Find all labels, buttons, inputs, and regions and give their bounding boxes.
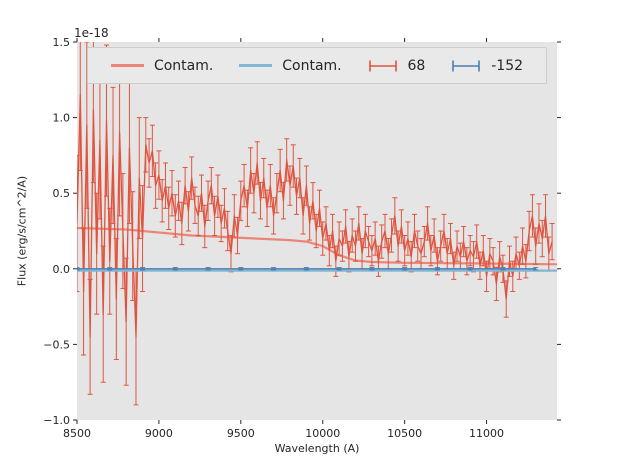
legend-item-contam-blue: Contam. xyxy=(239,57,342,74)
y-tick-label: −0.5 xyxy=(43,338,70,351)
x-tick-label: 9000 xyxy=(145,427,173,440)
legend-label: Contam. xyxy=(282,57,342,74)
legend-item-contam-red: Contam. xyxy=(110,57,214,74)
series--152 xyxy=(77,267,539,271)
x-axis-label: Wavelength (A) xyxy=(274,442,360,455)
x-tick-label: 11000 xyxy=(469,427,504,440)
y-axis-label: Flux (erg/s/cm^2/A) xyxy=(15,175,29,287)
series-68 xyxy=(77,42,555,406)
legend: Contam. Contam. 68 -152 xyxy=(87,47,547,84)
series-contam- xyxy=(77,226,557,266)
y-tick-label: 1.0 xyxy=(53,112,71,125)
legend-label: Contam. xyxy=(153,57,214,74)
y-tick-label: 1.5 xyxy=(53,36,71,49)
y-tick-label: 0.0 xyxy=(53,263,71,276)
red-line-swatch xyxy=(110,64,144,67)
legend-label: -152 xyxy=(491,57,524,74)
y-tick-label: −1.0 xyxy=(43,414,70,427)
x-tick-label: 8500 xyxy=(63,427,91,440)
y-tick-label: 0.5 xyxy=(53,187,71,200)
axis-ticks xyxy=(73,38,561,424)
tick-labels: 8500 9000 9500 10000 10500 11000 −1.0 −0.5 0.0 0.… xyxy=(43,36,504,440)
legend-label: 68 xyxy=(407,57,426,74)
x-tick-label: 9500 xyxy=(227,427,255,440)
blue-errorbar-swatch-icon xyxy=(452,60,481,71)
x-tick-label: 10000 xyxy=(305,427,340,440)
x-tick-label: 10500 xyxy=(387,427,422,440)
blue-line-swatch xyxy=(239,64,273,67)
legend-item-minus152: -152 xyxy=(451,58,523,74)
y-axis-offset-label: 1e-18 xyxy=(74,26,109,40)
legend-item-68: 68 xyxy=(368,57,426,74)
red-errorbar-swatch-icon xyxy=(368,60,397,71)
